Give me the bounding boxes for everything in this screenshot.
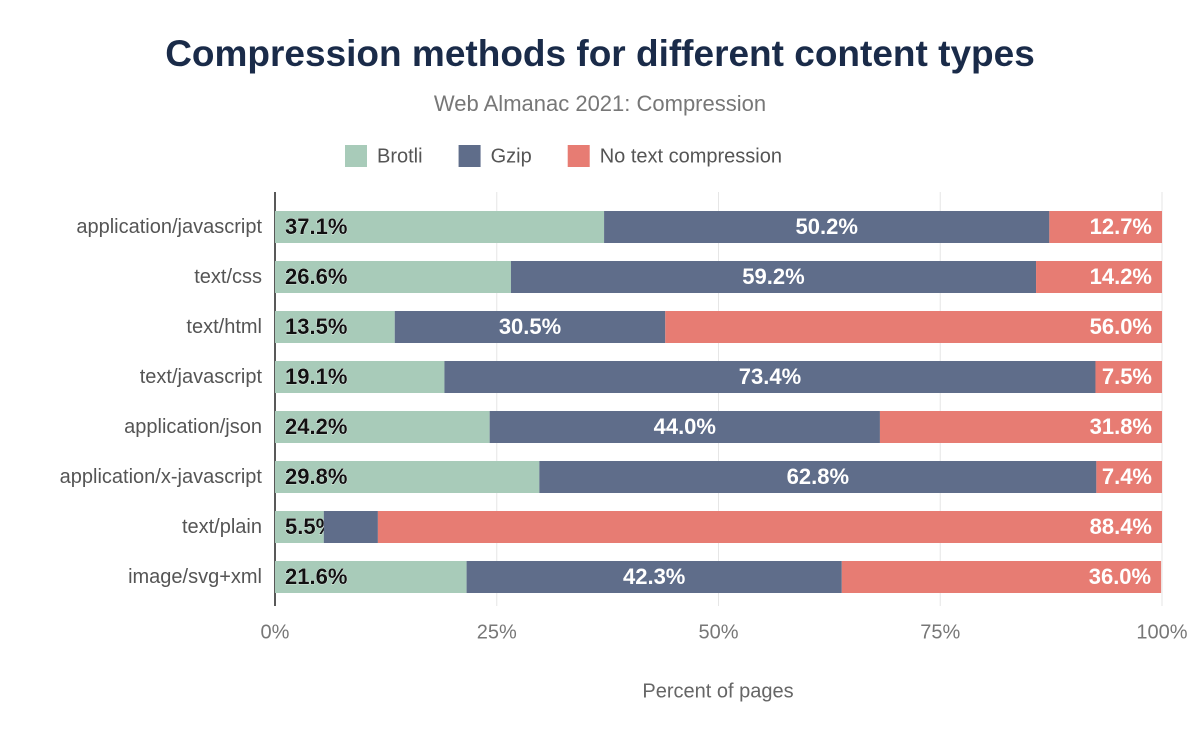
value-label: 37.1%	[285, 214, 347, 239]
chart-subtitle: Web Almanac 2021: Compression	[434, 91, 766, 116]
y-tick-label: application/javascript	[76, 216, 262, 238]
value-label: 44.0%	[654, 414, 716, 439]
legend-label: Gzip	[491, 145, 532, 167]
value-label: 62.8%	[787, 464, 849, 489]
legend-swatch	[458, 145, 481, 167]
value-label: 14.2%	[1090, 264, 1152, 289]
value-label: 24.2%	[285, 414, 347, 439]
y-tick-label: application/x-javascript	[59, 466, 262, 488]
bar-segment	[466, 561, 842, 593]
y-tick-label: text/javascript	[139, 366, 262, 388]
bar-segment	[275, 561, 467, 593]
value-label: 56.0%	[1090, 314, 1152, 339]
value-label: 36.0%	[1089, 564, 1151, 589]
x-tick-label: 50%	[698, 621, 738, 643]
y-tick-label: text/plain	[181, 516, 262, 538]
bar-segment	[1096, 461, 1162, 493]
chart-title: Compression methods for different conten…	[165, 33, 1035, 74]
value-label: 13.5%	[285, 314, 347, 339]
bar-segment	[377, 511, 1163, 543]
x-axis-title: Percent of pages	[642, 680, 793, 702]
value-label: 30.5%	[499, 314, 561, 339]
value-label: 12.7%	[1090, 214, 1152, 239]
legend-swatch	[345, 145, 367, 167]
bar-segment	[275, 511, 324, 543]
y-tick-label: application/json	[124, 416, 262, 438]
bar-segment	[539, 461, 1097, 493]
value-label: 88.4%	[1090, 514, 1152, 539]
bar-segment	[510, 261, 1037, 293]
value-label: 42.3%	[623, 564, 685, 589]
value-label: 21.6%	[285, 564, 347, 589]
value-label: 19.1%	[285, 364, 347, 389]
x-tick-label: 75%	[920, 621, 960, 643]
bar-segment	[879, 411, 1162, 443]
bar-segment	[275, 211, 605, 243]
value-label: 50.2%	[796, 214, 858, 239]
bar-segment	[1095, 361, 1162, 393]
y-tick-label: text/css	[194, 266, 262, 288]
bar-segment	[489, 411, 880, 443]
value-label: 7.4%	[1102, 464, 1152, 489]
bar-segment	[394, 311, 666, 343]
y-tick-label: image/svg+xml	[128, 566, 262, 588]
legend-label: Brotli	[377, 145, 423, 167]
legend-label: No text compression	[600, 145, 782, 167]
value-label: 31.8%	[1090, 414, 1152, 439]
value-label: 59.2%	[742, 264, 804, 289]
bar-segment	[665, 311, 1162, 343]
x-tick-label: 0%	[261, 621, 290, 643]
bar-segment	[323, 511, 378, 543]
bar-segment	[275, 461, 540, 493]
value-label: 73.4%	[739, 364, 801, 389]
bar-segment	[275, 311, 395, 343]
legend-swatch	[567, 145, 590, 167]
bar-segment	[275, 411, 490, 443]
bar-segment	[1049, 211, 1162, 243]
value-label: 29.8%	[285, 464, 347, 489]
value-label: 7.5%	[1102, 364, 1152, 389]
bar-segment	[841, 561, 1162, 593]
bar-segment	[444, 361, 1096, 393]
bar-segment	[275, 261, 511, 293]
x-tick-label: 25%	[477, 621, 517, 643]
bar-segment	[604, 211, 1050, 243]
bar-segment	[275, 361, 445, 393]
value-label: 26.6%	[285, 264, 347, 289]
x-tick-label: 100%	[1136, 621, 1187, 643]
y-tick-label: text/html	[186, 316, 262, 338]
bar-segment	[1036, 261, 1162, 293]
